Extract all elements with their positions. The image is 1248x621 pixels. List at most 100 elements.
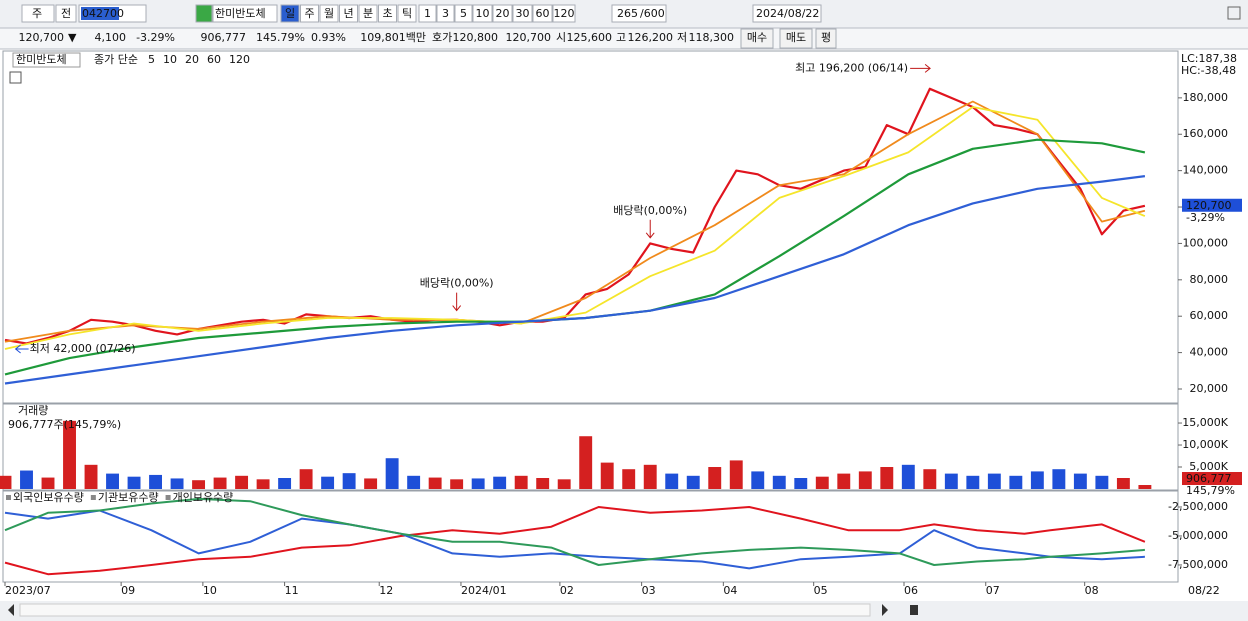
button[interactable] (740, 28, 774, 49)
volume-bar (858, 471, 872, 489)
minute-button[interactable]: 30 (516, 7, 530, 20)
interval-button[interactable]: 초 (382, 7, 392, 20)
sell-button[interactable]: 매도 (786, 31, 806, 44)
volume-bar (901, 464, 915, 489)
volume-bar (364, 478, 378, 489)
x-tick-label: 10 (203, 584, 217, 597)
date-input[interactable]: 2024/08/22 (756, 7, 819, 20)
volume-bar (170, 478, 184, 489)
volume-bar (686, 475, 700, 489)
info-volume-ratio: 145.79% (256, 31, 305, 44)
interval-button[interactable]: 분 (363, 7, 373, 20)
button[interactable] (532, 4, 553, 23)
info-open: 125,600 (567, 31, 613, 44)
button[interactable] (512, 4, 533, 23)
annotation-arrow (14, 344, 29, 354)
button[interactable] (611, 4, 667, 23)
y-tick-label: 140,000 (1183, 164, 1229, 177)
annotation-arrow (910, 63, 931, 73)
scroll-right[interactable] (882, 604, 888, 616)
button[interactable] (55, 4, 77, 23)
legend-label: 종가 단순 (94, 53, 138, 66)
minute-button[interactable]: 5 (460, 7, 467, 20)
stop-button[interactable] (910, 605, 918, 615)
scroll-left[interactable] (8, 604, 14, 616)
button[interactable] (454, 4, 473, 23)
interval-button[interactable]: 일 (285, 6, 295, 20)
interval-button[interactable]: 월 (324, 7, 334, 20)
button[interactable] (358, 4, 378, 23)
button[interactable] (378, 4, 397, 23)
x-tick-label: 04 (723, 584, 737, 597)
button[interactable] (779, 28, 813, 49)
volume-bar (708, 467, 722, 489)
volume-bar (299, 469, 313, 489)
legend-entry: 20 (185, 53, 199, 66)
volume-bar (1073, 473, 1087, 489)
y-tick-label: 40,000 (1190, 346, 1229, 359)
volume-bar (536, 478, 550, 489)
title-box (12, 52, 81, 68)
interval-button[interactable]: 년 (343, 7, 353, 20)
button[interactable] (319, 4, 339, 23)
minute-button[interactable]: 60 (536, 7, 550, 20)
count-max: /600 (640, 7, 665, 20)
info-high-label: 고 (616, 31, 626, 44)
minute-button[interactable]: 3 (442, 7, 449, 20)
stock-name: 한미반도체 (215, 7, 266, 20)
x-tick-label: 11 (285, 584, 299, 597)
y-tick-label: 10,000K (1182, 438, 1228, 451)
period-select[interactable]: 주 (32, 7, 42, 20)
x-tick-label: 2023/07 (5, 584, 51, 597)
minute-button[interactable]: 10 (476, 7, 490, 20)
volume-bar (256, 479, 270, 489)
buy-button[interactable]: 매수 (747, 31, 767, 44)
count-input[interactable]: 265 (617, 7, 638, 20)
button[interactable] (300, 4, 319, 23)
volume-panel (2, 403, 1179, 491)
minute-button[interactable]: 20 (496, 7, 510, 20)
volume-bar (385, 458, 399, 489)
volume-bar (213, 477, 227, 489)
minute-button[interactable]: 120 (554, 7, 575, 20)
volume-bar (1009, 475, 1023, 489)
x-tick-label: 07 (986, 584, 1000, 597)
scroll-track[interactable] (19, 603, 871, 617)
button[interactable] (195, 4, 213, 23)
interval-button[interactable]: 주 (304, 7, 314, 20)
interval-button[interactable]: 틱 (402, 7, 412, 20)
info-arrow: ▼ (68, 31, 77, 44)
volume-tag (1182, 472, 1242, 486)
button[interactable] (472, 4, 493, 23)
button[interactable] (21, 4, 55, 23)
grid-icon[interactable] (9, 71, 22, 84)
y-tick-label: 180,000 (1183, 91, 1229, 104)
info-bid: 120,700 (506, 31, 552, 44)
prev-button[interactable]: 전 (61, 7, 71, 20)
minute-button[interactable]: 1 (424, 7, 431, 20)
volume-bar (1116, 478, 1130, 489)
button[interactable] (339, 4, 358, 23)
button[interactable] (752, 4, 822, 23)
calendar-icon[interactable] (1227, 6, 1241, 20)
button[interactable] (397, 4, 417, 23)
avg-button[interactable]: 평 (821, 31, 831, 44)
button[interactable] (815, 28, 837, 49)
button[interactable] (436, 4, 455, 23)
volume-bar (514, 475, 528, 489)
button[interactable] (212, 4, 278, 23)
code-highlight (81, 7, 119, 20)
volume-bar (794, 478, 808, 489)
button[interactable] (492, 4, 513, 23)
x-tick-label: 08 (1085, 584, 1099, 597)
button[interactable] (418, 4, 437, 23)
x-tick-label: 02 (560, 584, 574, 597)
button[interactable] (280, 4, 300, 23)
ma-line (4, 100, 1146, 343)
info-amount: 109,801백만 (360, 31, 426, 44)
button[interactable] (552, 4, 576, 23)
volume-bar (622, 469, 636, 489)
volume-bar (729, 460, 743, 489)
volume-bar (84, 464, 98, 489)
